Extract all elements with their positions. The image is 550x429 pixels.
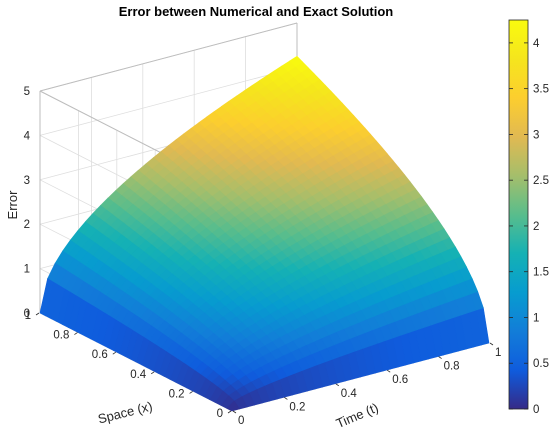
colorbar-tick-label: 4 [533,38,540,50]
y-tick-label: 0 [217,408,223,420]
colorbar-tick-label: 3 [533,129,539,141]
colorbar-tick-label: 0.5 [533,358,549,370]
x-tick-mark [232,410,237,414]
y-tick-mark [112,351,117,355]
y-axis-label: Space (x) [96,398,154,426]
z-tick-label: 5 [24,86,30,98]
axis-edge [39,22,298,92]
y-tick-label: 0.6 [92,349,108,361]
x-axis-label: Time (t) [334,400,381,429]
z-tick-label: 2 [24,219,30,231]
y-tick-mark [150,371,155,375]
z-axis-label: Error [5,190,20,220]
error-surface [39,55,490,412]
x-tick-label: 0.4 [341,388,358,400]
y-tick-label: 1 [25,310,31,322]
z-tick-label: 3 [24,175,30,187]
y-tick-label: 0.2 [169,388,185,400]
y-tick-label: 0.4 [130,369,147,381]
chart-title: Error between Numerical and Exact Soluti… [119,4,394,19]
x-tick-mark [335,383,340,387]
y-tick-mark [189,391,193,394]
x-tick-mark [386,369,391,373]
y-tick-mark [35,312,40,316]
x-tick-label: 1 [495,347,501,359]
y-tick-label: 0.8 [53,330,69,342]
x-tick-mark [489,342,494,346]
colorbar-gradient [508,19,529,410]
colorbar-tick-label: 1 [533,312,539,324]
colorbar-tick-label: 3.5 [533,84,549,96]
y-tick-mark [74,332,78,335]
z-tick-label: 1 [24,264,30,276]
x-tick-label: 0 [238,415,244,427]
surface-patch [39,278,54,317]
grid-line [39,67,298,136]
colorbar: 0 0.5 1 1.5 2 2.5 3 3.5 4 [508,19,549,416]
x-tick-label: 0.6 [392,374,408,386]
x-tick-label: 0.2 [289,401,305,413]
z-tick-label: 4 [24,130,31,142]
x-tick-mark [284,397,288,400]
z-tick-label: 0 [24,308,30,320]
colorbar-tick-label: 0 [533,404,539,416]
colorbar-tick-label: 2 [533,221,539,233]
colorbar-tick-label: 2.5 [533,175,549,187]
y-tick-mark [227,410,232,414]
x-tick-mark [438,356,442,359]
x-tick-label: 0.8 [444,361,460,373]
colorbar-tick-label: 1.5 [533,267,549,279]
